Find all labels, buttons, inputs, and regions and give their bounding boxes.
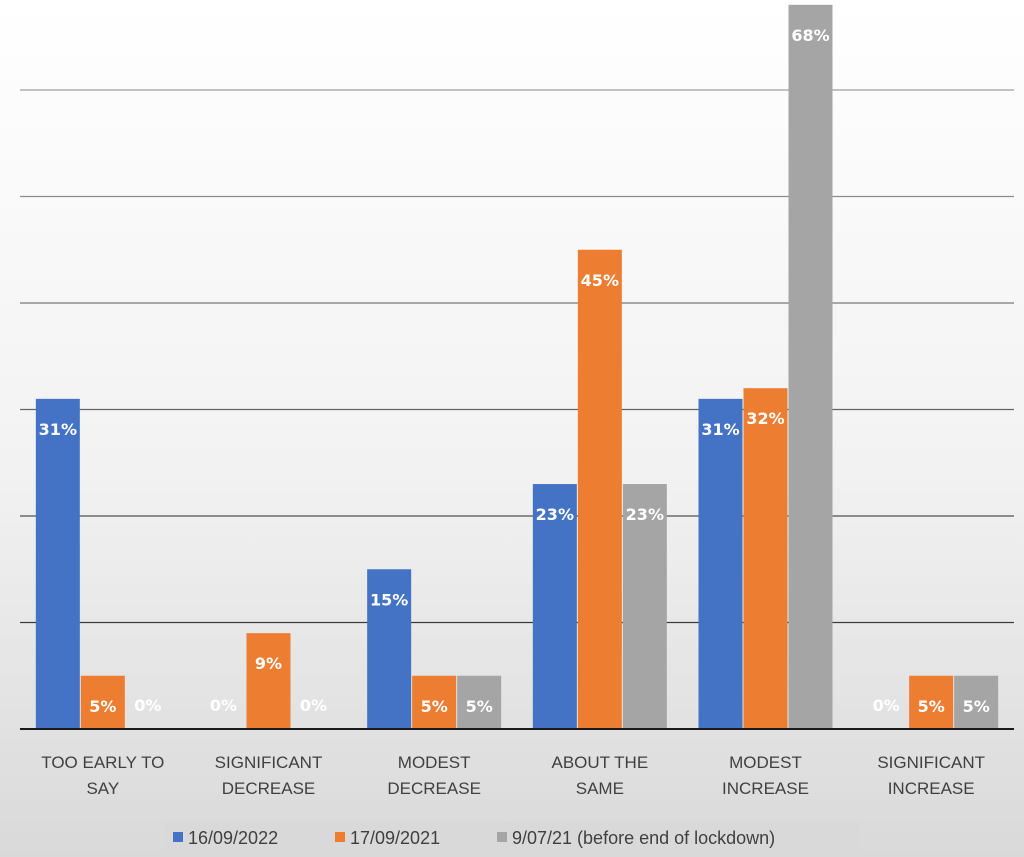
data-labels: 31% 5% 0% 0% 9% 0% 15% 5% 5% 23% 45% 23% 31% 32% 68% 0%…: [39, 26, 990, 716]
category-label: SIGNIFICANT INCREASE: [877, 753, 985, 798]
bars: [35, 4, 999, 730]
data-label: 0%: [300, 696, 327, 715]
data-label: 5%: [421, 697, 448, 716]
bar: [80, 675, 125, 729]
bar: [457, 675, 502, 729]
legend-swatch: [173, 832, 183, 842]
data-label: 15%: [370, 590, 408, 609]
bar: [412, 675, 457, 729]
data-label: 9%: [255, 654, 282, 673]
bar: [35, 398, 80, 729]
legend-label: 16/09/2022: [188, 828, 278, 848]
category-label: MODEST DECREASE: [387, 753, 481, 798]
data-label: 0%: [134, 696, 161, 715]
data-label: 32%: [746, 409, 784, 428]
bar: [954, 675, 999, 729]
legend-swatch: [497, 832, 507, 842]
legend-background: [166, 821, 858, 855]
bar: [577, 249, 622, 729]
bar: [788, 4, 833, 730]
data-label: 5%: [89, 697, 116, 716]
category-label: TOO EARLY TO SAY: [41, 753, 164, 798]
legend: 16/09/2022 17/09/2021 9/07/21 (before end …: [166, 821, 858, 855]
legend-swatch: [335, 832, 345, 842]
bar: [622, 484, 667, 729]
bar: [698, 398, 743, 729]
data-label: 31%: [701, 420, 739, 439]
data-label: 23%: [536, 505, 574, 524]
data-label: 5%: [963, 697, 990, 716]
data-label: 45%: [581, 271, 619, 290]
legend-label: 9/07/21 (before end of lockdown): [512, 828, 775, 848]
category-labels: TOO EARLY TO SAY SIGNIFICANT DECREASE MODEST…: [41, 753, 985, 798]
data-label: 68%: [791, 26, 829, 45]
data-label: 5%: [918, 697, 945, 716]
data-label: 31%: [39, 420, 77, 439]
category-label: ABOUT THE SAME: [551, 753, 648, 798]
bar: [743, 388, 788, 729]
data-label: 5%: [466, 697, 493, 716]
bar: [367, 569, 412, 729]
data-label: 23%: [626, 505, 664, 524]
category-label: MODEST INCREASE: [722, 753, 809, 798]
legend-label: 17/09/2021: [350, 828, 440, 848]
data-label: 0%: [210, 696, 237, 715]
data-label: 0%: [873, 696, 900, 715]
gridlines: [20, 89, 1014, 624]
bar: [246, 633, 291, 729]
bar: [532, 484, 577, 729]
category-label: SIGNIFICANT DECREASE: [215, 753, 323, 798]
bar: [909, 675, 954, 729]
